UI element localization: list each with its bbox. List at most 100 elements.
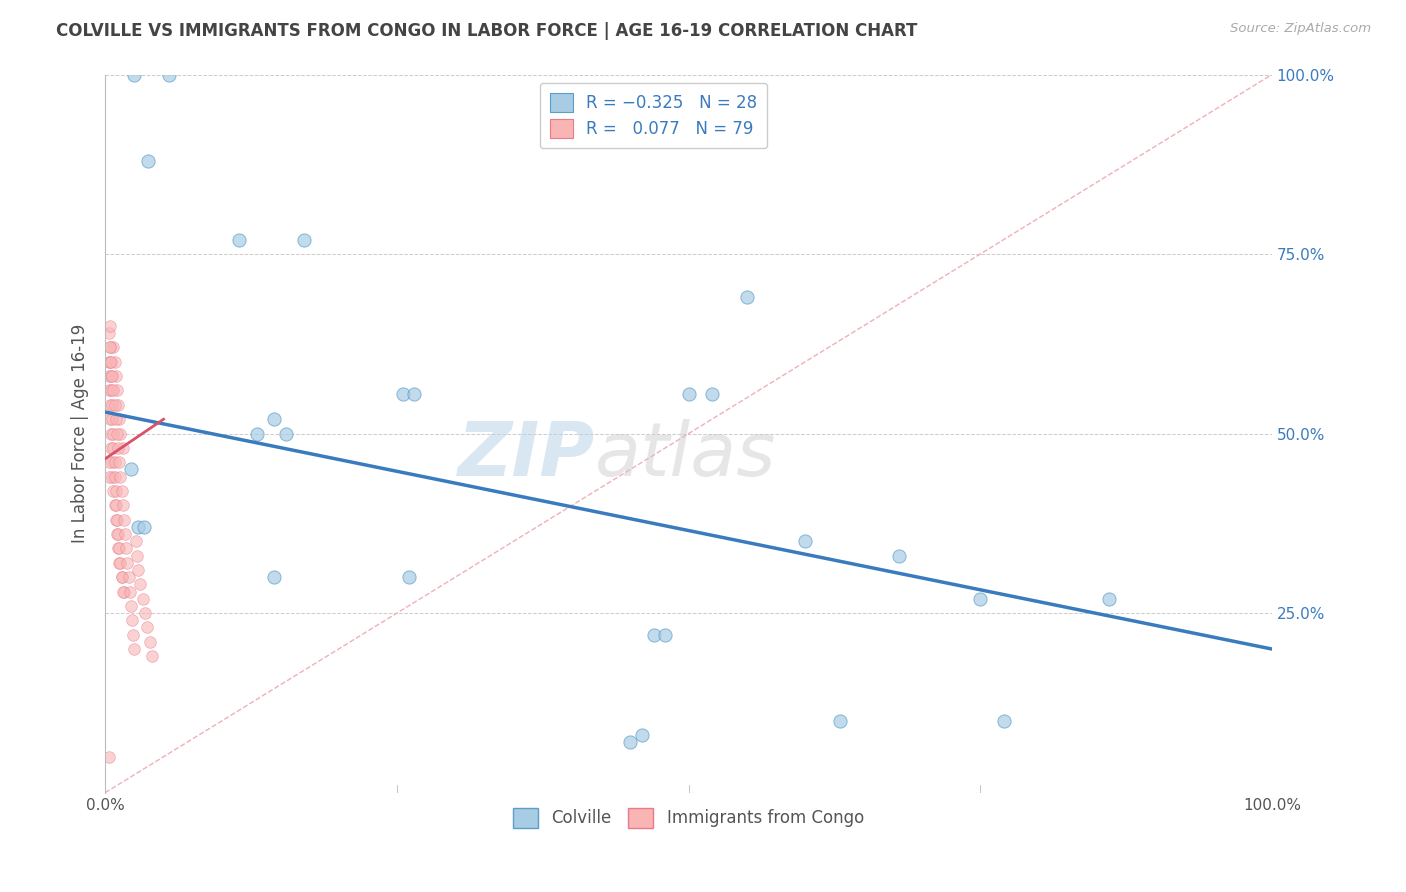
- Point: [104, 483, 127, 498]
- Point: [700, 387, 723, 401]
- Point: [97, 369, 120, 384]
- Text: atlas: atlas: [595, 419, 776, 491]
- Point: [117, 556, 139, 570]
- Point: [631, 728, 654, 742]
- Point: [830, 714, 852, 728]
- Point: [98, 340, 121, 354]
- Point: [124, 534, 146, 549]
- Point: [246, 426, 269, 441]
- Point: [107, 441, 129, 455]
- Point: [101, 398, 124, 412]
- Point: [104, 369, 127, 384]
- Point: [228, 233, 250, 247]
- Point: [112, 513, 135, 527]
- Point: [101, 455, 124, 469]
- Point: [110, 469, 132, 483]
- Point: [111, 499, 134, 513]
- Point: [120, 599, 142, 613]
- Point: [122, 628, 145, 642]
- Point: [101, 469, 124, 483]
- Point: [101, 412, 124, 426]
- Point: [134, 606, 156, 620]
- Point: [111, 584, 134, 599]
- Point: [110, 426, 132, 441]
- Point: [157, 68, 180, 82]
- Point: [97, 455, 120, 469]
- Point: [678, 387, 700, 401]
- Point: [100, 426, 122, 441]
- Point: [103, 483, 125, 498]
- Point: [101, 369, 124, 384]
- Point: [619, 735, 641, 749]
- Point: [103, 426, 125, 441]
- Point: [110, 556, 132, 570]
- Point: [124, 68, 146, 82]
- Point: [110, 570, 132, 584]
- Point: [654, 628, 676, 642]
- Point: [127, 520, 149, 534]
- Point: [993, 714, 1015, 728]
- Point: [735, 290, 758, 304]
- Point: [97, 469, 120, 483]
- Point: [103, 355, 125, 369]
- Point: [103, 340, 125, 354]
- Text: Source: ZipAtlas.com: Source: ZipAtlas.com: [1230, 22, 1371, 36]
- Point: [105, 384, 128, 398]
- Point: [121, 613, 143, 627]
- Point: [100, 441, 122, 455]
- Point: [103, 384, 125, 398]
- Point: [138, 153, 160, 168]
- Point: [98, 318, 121, 333]
- Point: [103, 441, 125, 455]
- Point: [138, 635, 160, 649]
- Point: [118, 584, 141, 599]
- Point: [111, 441, 134, 455]
- Point: [97, 326, 120, 340]
- Point: [110, 570, 132, 584]
- Point: [1097, 591, 1119, 606]
- Point: [643, 628, 665, 642]
- Point: [115, 541, 138, 556]
- Point: [136, 620, 159, 634]
- Text: COLVILLE VS IMMIGRANTS FROM CONGO IN LABOR FORCE | AGE 16-19 CORRELATION CHART: COLVILLE VS IMMIGRANTS FROM CONGO IN LAB…: [56, 22, 918, 40]
- Point: [404, 387, 426, 401]
- Point: [127, 563, 149, 577]
- Point: [100, 369, 122, 384]
- Text: ZIP: ZIP: [458, 418, 595, 491]
- Point: [104, 513, 127, 527]
- Point: [887, 549, 910, 563]
- Point: [103, 469, 125, 483]
- Y-axis label: In Labor Force | Age 16-19: In Labor Force | Age 16-19: [72, 324, 89, 543]
- Point: [117, 570, 139, 584]
- Point: [97, 384, 120, 398]
- Point: [124, 642, 146, 657]
- Point: [100, 384, 122, 398]
- Point: [98, 398, 121, 412]
- Point: [263, 412, 285, 426]
- Point: [97, 355, 120, 369]
- Point: [105, 513, 128, 527]
- Point: [391, 387, 413, 401]
- Point: [103, 499, 125, 513]
- Point: [274, 426, 297, 441]
- Point: [263, 570, 285, 584]
- Point: [398, 570, 420, 584]
- Point: [104, 412, 127, 426]
- Point: [98, 355, 121, 369]
- Point: [108, 455, 131, 469]
- Point: [129, 577, 152, 591]
- Point: [125, 549, 148, 563]
- Point: [108, 556, 131, 570]
- Point: [114, 527, 136, 541]
- Point: [107, 398, 129, 412]
- Point: [105, 527, 128, 541]
- Point: [108, 541, 131, 556]
- Point: [105, 426, 128, 441]
- Point: [98, 412, 121, 426]
- Point: [110, 483, 132, 498]
- Point: [794, 534, 817, 549]
- Point: [97, 749, 120, 764]
- Point: [132, 520, 155, 534]
- Point: [107, 527, 129, 541]
- Point: [103, 455, 125, 469]
